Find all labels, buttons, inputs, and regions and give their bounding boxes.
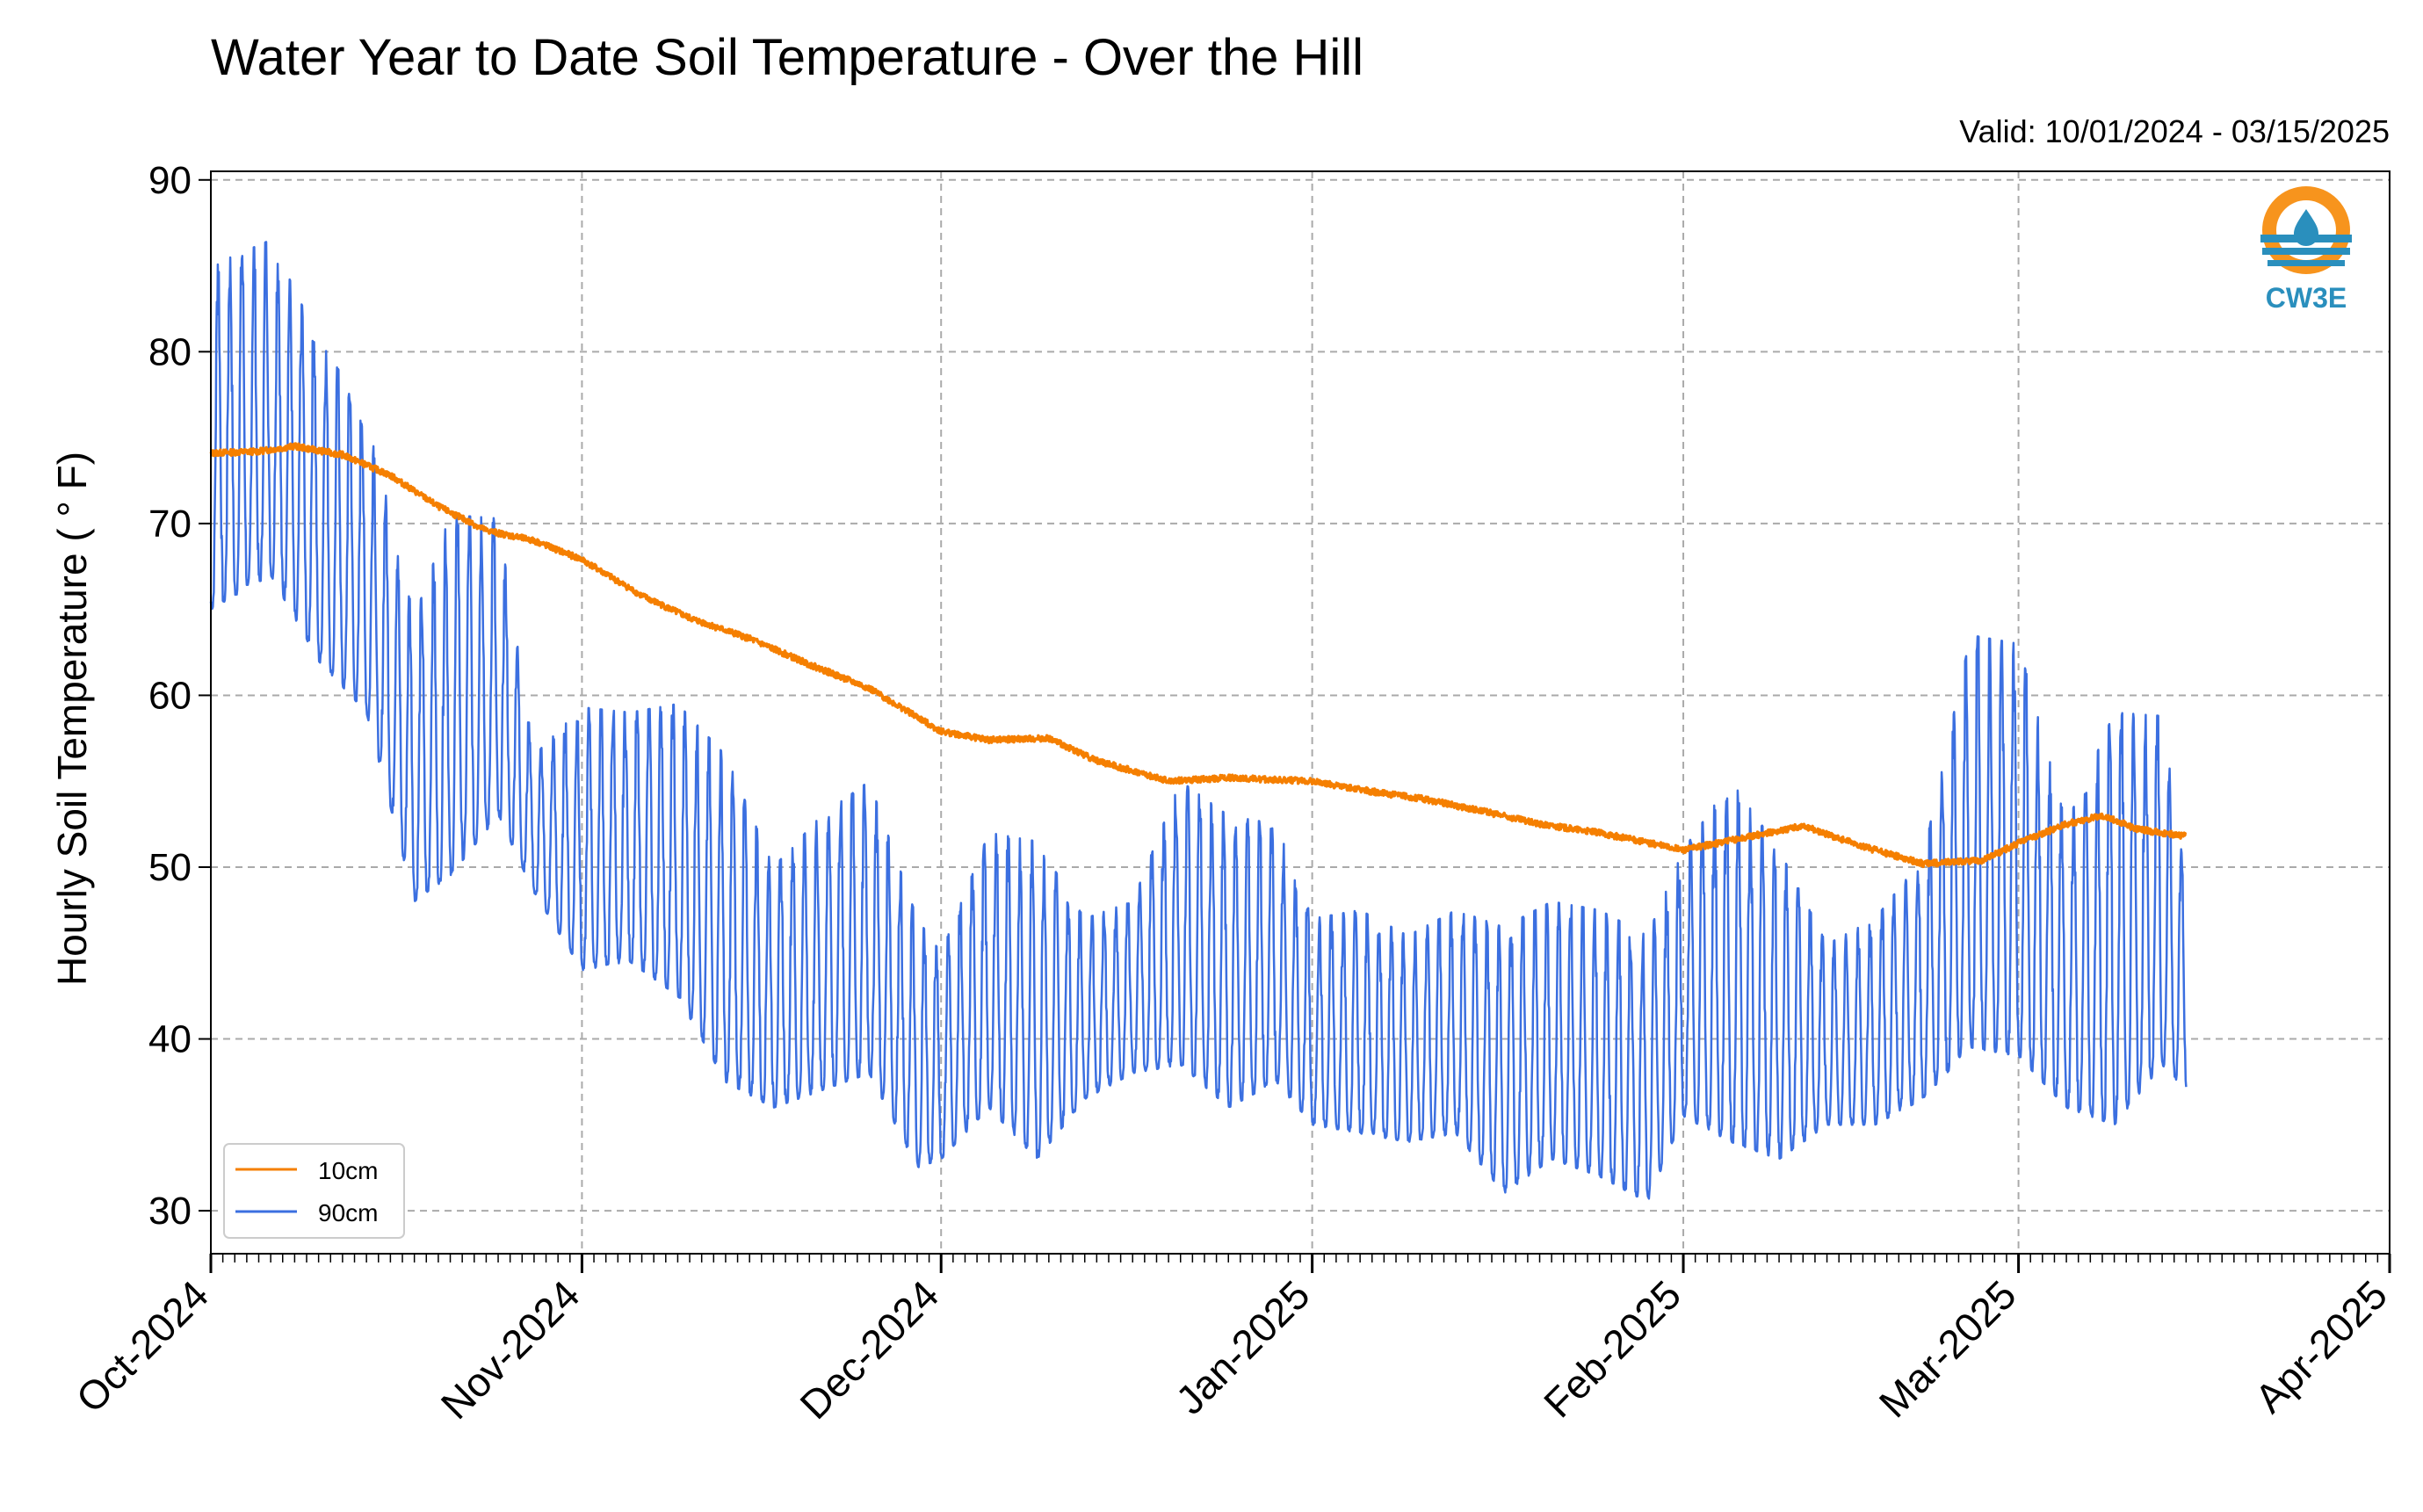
legend-label-90cm: 90cm: [318, 1199, 378, 1226]
y-tick-label: 60: [148, 674, 192, 717]
legend-box: [223, 1143, 405, 1239]
series-lines: [209, 241, 2188, 1200]
y-tick-label: 30: [148, 1190, 192, 1233]
y-tick-label: 70: [148, 503, 192, 546]
x-tick-label: Mar-2025: [1870, 1271, 2025, 1426]
x-tick-label: Apr-2025: [2246, 1271, 2396, 1422]
chart-title: Water Year to Date Soil Temperature - Ov…: [211, 29, 1363, 86]
x-axis: Oct-2024 Nov-2024 Dec-2024 Jan-2025 Feb-2025…: [68, 1254, 2396, 1428]
logo-wave-2: [2262, 248, 2350, 255]
x-tick-label: Dec-2024: [791, 1271, 947, 1428]
gridlines: [211, 171, 2390, 1254]
y-axis-label: Hourly Soil Temperature ( ° F): [49, 452, 95, 986]
legend: 10cm 90cm: [223, 1143, 405, 1239]
x-tick-label: Oct-2024: [68, 1271, 218, 1422]
line-90cm: [209, 241, 2188, 1200]
droplet-icon: [2294, 209, 2318, 246]
cw3e-logo: CW3E: [2260, 186, 2352, 314]
x-tick-label: Nov-2024: [432, 1271, 589, 1428]
y-tick-label: 40: [148, 1018, 192, 1061]
y-tick-label: 80: [148, 330, 192, 373]
y-tick-label: 90: [148, 159, 192, 202]
legend-label-10cm: 10cm: [318, 1157, 378, 1184]
y-axis: 30 40 50 60 70 80 90: [148, 159, 211, 1233]
chart-subtitle: Valid: 10/01/2024 - 03/15/2025: [1959, 113, 2390, 149]
x-tick-label: Feb-2025: [1535, 1271, 1689, 1426]
y-tick-label: 50: [148, 846, 192, 889]
x-tick-label: Jan-2025: [1167, 1271, 1318, 1422]
logo-text: CW3E: [2266, 282, 2347, 314]
line-10cm: [209, 442, 2188, 869]
logo-wave-3: [2267, 260, 2345, 266]
